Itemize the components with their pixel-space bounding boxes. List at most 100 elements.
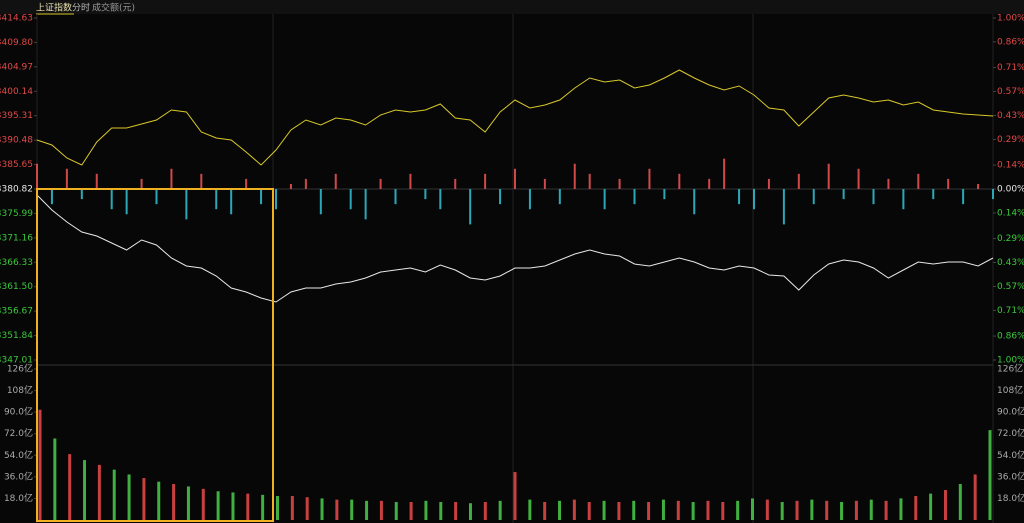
volume-bar (246, 493, 250, 520)
change-bar (514, 168, 516, 189)
volume-bar (483, 502, 487, 520)
y2-tick-label: 72.0亿 (997, 427, 1024, 439)
change-bar (230, 189, 233, 215)
y-tick-label: 3366.33 (0, 258, 33, 268)
change-bar (349, 189, 352, 210)
y-tick-label: 3375.99 (0, 209, 33, 219)
volume-bar (543, 502, 547, 520)
y-tick-label: 3380.82 (0, 185, 33, 195)
y2-tick-label: 1.00% (997, 14, 1024, 24)
change-bar (304, 178, 307, 189)
y-tick-label: 3385.65 (0, 160, 33, 170)
volume-bar (379, 500, 383, 520)
volume-bar (721, 502, 725, 520)
volume-bar (201, 488, 205, 520)
change-bar (932, 189, 935, 200)
y-tick-label: 72.0亿 (4, 427, 33, 439)
change-bar (842, 189, 845, 200)
change-bar (155, 189, 158, 205)
change-bar (887, 178, 890, 189)
change-bar (543, 178, 546, 189)
change-bar (693, 189, 696, 215)
y2-tick-label: 90.0亿 (997, 406, 1024, 418)
change-bar (618, 178, 621, 189)
change-bar (454, 178, 457, 189)
price-line (36, 69, 994, 166)
change-bar (947, 178, 950, 189)
y2-tick-label: 0.29% (997, 135, 1024, 145)
change-bar (170, 168, 173, 189)
change-bar (767, 178, 770, 189)
y-tick-label: 3390.48 (0, 136, 33, 146)
y2-tick-label: 0.71% (997, 63, 1024, 73)
y-tick-label: 90.0亿 (4, 406, 33, 418)
volume-bar (647, 502, 651, 520)
volume-bar (558, 500, 562, 520)
y-tick-label: 36.0亿 (4, 470, 33, 482)
volume-bar (290, 496, 294, 520)
volume-bar (632, 500, 636, 520)
change-bar (379, 178, 382, 189)
y-tick-label: 3347.01 (0, 356, 33, 366)
change-bar (334, 173, 337, 189)
change-bar (797, 173, 800, 189)
change-bar (872, 189, 875, 205)
tab-bar (0, 0, 1024, 14)
tab[interactable]: 上证指数 (36, 2, 72, 14)
volume-bar (958, 484, 962, 520)
volume-bar (736, 500, 740, 520)
change-bar (603, 189, 606, 210)
change-bar (110, 189, 113, 210)
volume-bar (335, 499, 339, 520)
change-bar (902, 189, 905, 210)
volume-bar (988, 430, 992, 520)
change-bar (200, 173, 203, 189)
change-bar (260, 189, 263, 205)
y-tick-label: 3395.31 (0, 111, 33, 121)
volume-bar (795, 500, 799, 520)
volume-bar (973, 474, 977, 520)
change-bar (424, 189, 427, 200)
tab[interactable]: 成交额(元) (92, 2, 135, 14)
volume-bar (929, 493, 933, 520)
change-bar (753, 189, 755, 210)
volume-bar (914, 496, 918, 520)
volume-bar (320, 498, 324, 520)
volume-bar (498, 500, 502, 520)
volume-bar (676, 500, 680, 520)
change-bar (65, 168, 68, 189)
change-bar (977, 183, 980, 189)
y2-tick-label: 0.86% (997, 37, 1024, 47)
y2-tick-label: 0.43% (997, 258, 1024, 268)
change-bar (558, 189, 561, 205)
volume-bar (751, 498, 754, 520)
y2-tick-label: 0.14% (997, 208, 1024, 218)
tab[interactable]: 分时 (72, 2, 90, 14)
y2-tick-label: 126亿 (997, 363, 1023, 375)
volume-bar (439, 502, 443, 520)
y-tick-label: 126亿 (7, 363, 33, 375)
change-bar (469, 189, 472, 225)
y2-tick-label: 0.57% (997, 87, 1024, 97)
change-bar (528, 189, 531, 210)
change-bar (633, 189, 636, 205)
change-bar (289, 183, 292, 189)
change-bar (50, 189, 53, 205)
change-bar (782, 189, 785, 225)
volume-bar (83, 460, 87, 520)
volume-bar (899, 498, 903, 520)
volume-bar (943, 490, 947, 520)
y2-tick-label: 108亿 (997, 384, 1023, 396)
volume-bar (97, 464, 101, 520)
change-bar (439, 189, 442, 210)
volume-bar (869, 499, 873, 520)
y-tick-label: 3404.97 (0, 62, 33, 72)
y2-tick-label: 18.0亿 (997, 492, 1024, 504)
y-tick-label: 54.0亿 (4, 449, 33, 461)
volume-bar (528, 499, 532, 520)
y-tick-label: 3356.67 (0, 307, 33, 317)
volume-bar (276, 496, 279, 520)
